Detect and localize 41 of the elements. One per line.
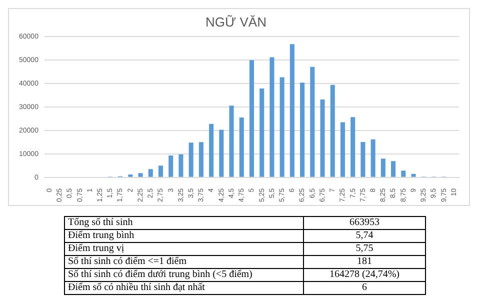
bar [370, 139, 376, 177]
text: 6 [304, 282, 426, 294]
text: 181 [304, 256, 426, 268]
bar [148, 169, 153, 177]
bar [188, 142, 194, 177]
bar [310, 66, 315, 177]
bar [290, 44, 294, 177]
bar [249, 60, 254, 177]
text: Điểm trung bình [64, 230, 304, 242]
bar [198, 142, 204, 177]
bar [330, 84, 335, 177]
bar [391, 161, 396, 177]
bar [320, 99, 325, 177]
bar [270, 57, 274, 177]
bar [168, 156, 174, 177]
bar [340, 122, 346, 177]
bar [280, 77, 284, 177]
chart-title: NGỮ VĂN [206, 14, 266, 30]
bar [260, 88, 264, 177]
bar [229, 106, 234, 177]
text: Điểm trung vị [64, 242, 304, 256]
bar [239, 118, 244, 177]
bar [158, 166, 164, 177]
bar [219, 130, 224, 177]
text: 663953 [304, 216, 426, 230]
bar [380, 158, 386, 177]
text: Số thí sinh có điểm dưới trung bình (<5 điểm) [64, 268, 304, 282]
bar [401, 170, 406, 177]
bar [178, 154, 184, 177]
text: Tổng số thí sinh [64, 216, 304, 230]
bar [138, 173, 143, 177]
text: Điểm số có nhiều thí sinh đạt nhất [64, 282, 304, 294]
bar [350, 117, 356, 177]
bar [209, 124, 214, 177]
bar [360, 142, 366, 177]
text: 164278 (24,74%) [304, 268, 426, 282]
text: Số thí sinh có điểm <=1 điểm [64, 256, 304, 268]
bar [300, 82, 305, 177]
text: 5,75 [304, 242, 426, 256]
text: 5,74 [304, 230, 426, 242]
bar [411, 174, 416, 177]
